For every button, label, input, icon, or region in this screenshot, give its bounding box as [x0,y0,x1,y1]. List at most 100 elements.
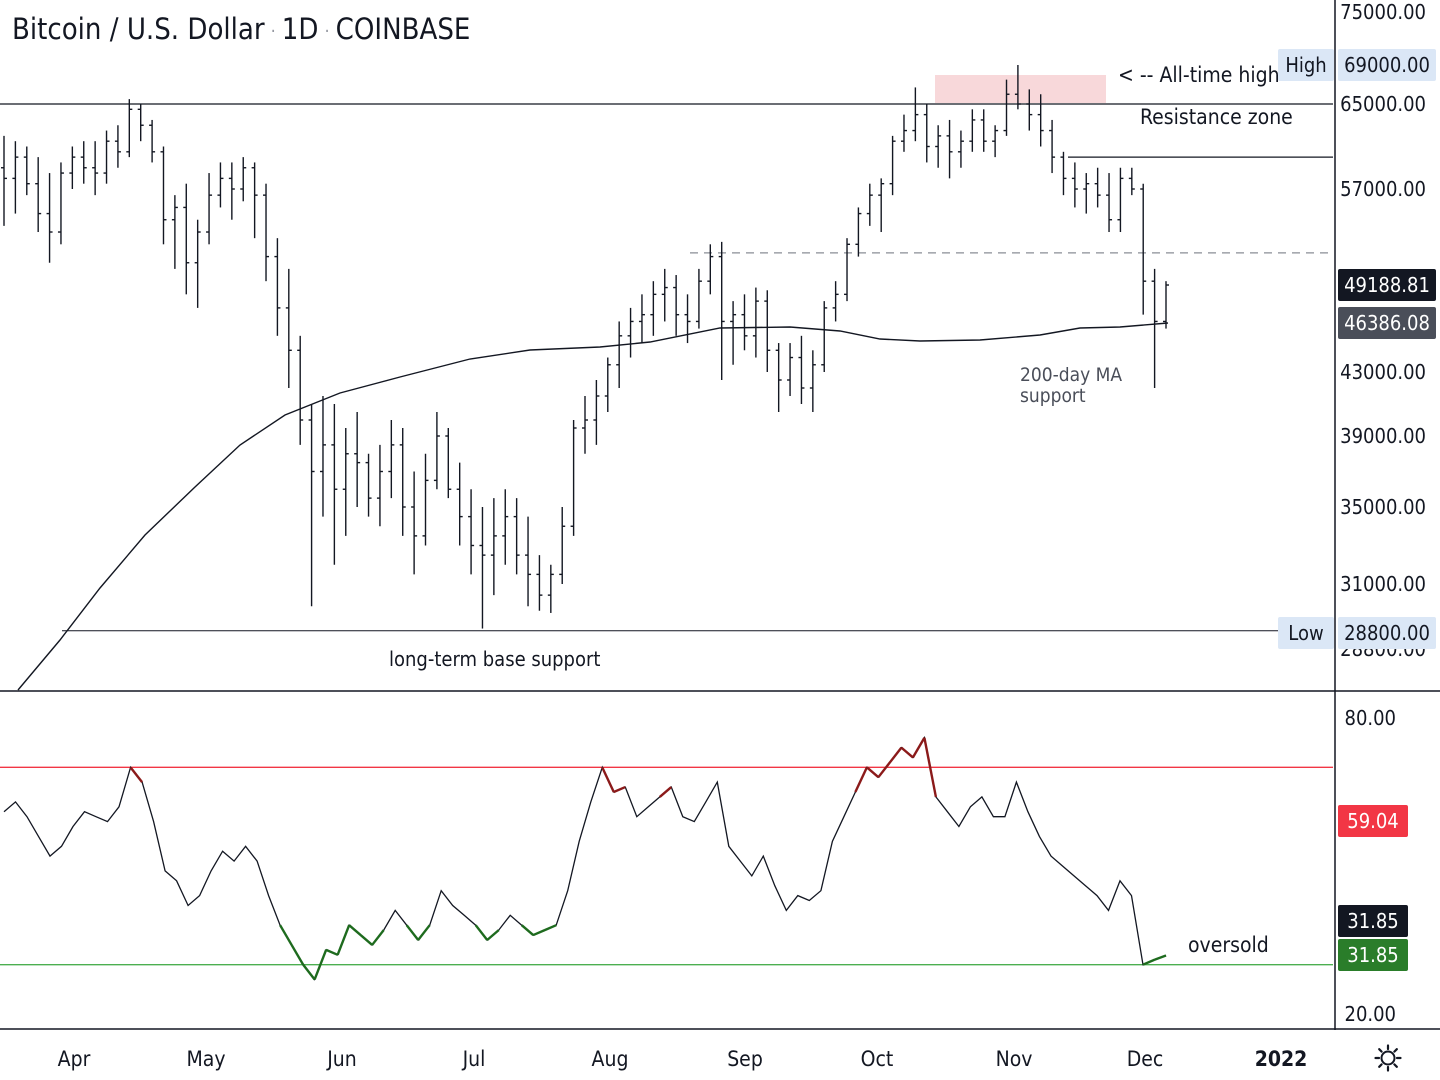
price-bar [456,462,463,546]
rsi-highlight-segment [371,929,385,946]
time-axis-label: Dec [1127,1047,1164,1071]
interval[interactable]: 1D [281,12,319,46]
price-bar [468,489,475,575]
svg-text:High: High [1285,53,1326,77]
svg-text:31.85: 31.85 [1347,943,1399,967]
price-bar [263,183,270,282]
rsi-highlight-segment [1154,954,1167,961]
price-bar [342,428,349,536]
rsi-highlight-segment [129,766,144,783]
rsi-highlight-segment [544,924,557,932]
time-axis-label: Jun [326,1047,357,1071]
rsi-line [3,735,1167,981]
price-bar [1,135,7,226]
price-bar [821,301,828,372]
price-bar [1049,119,1056,174]
rsi-highlight-segment [1142,958,1155,966]
price-bar [126,99,133,158]
price-bar [388,420,395,499]
price-bar [308,404,315,607]
price-bar [980,109,987,152]
price-bar [1003,79,1010,136]
rsi-highlight-segment [474,924,489,941]
price-bar [1071,162,1078,208]
rsi-pane [0,735,1333,981]
rsi-highlight-segment [313,949,328,980]
price-bar [923,104,930,163]
price-bar [536,555,543,611]
exchange: COINBASE [335,12,471,46]
price-bar [707,244,714,295]
rsi-highlight-segment [601,766,615,793]
price-bar [900,114,907,152]
chart-title: Bitcoin / U.S. Dollar · 1D · COINBASE [12,12,470,46]
rsi-axis-tick: 20.00 [1345,1002,1397,1026]
price-bar [92,141,99,196]
rsi-highlight-segment [486,929,500,941]
price-bar [251,162,258,239]
rsi-last-tag: 31.85 [1338,905,1408,937]
price-bar [582,396,588,454]
price-bar [183,183,190,295]
price-bar [752,287,759,358]
settings-icon[interactable] [1374,1044,1402,1072]
price-bar [35,157,42,233]
rsi-ma-tag: 59.04 [1338,805,1408,837]
price-bar [661,268,668,322]
price-axis-tick: 35000.00 [1340,495,1426,519]
price-bar [866,183,873,226]
price-bar [274,238,281,336]
ma200-line [17,322,1169,691]
price-bar [1060,151,1067,196]
price-axis-tick: 65000.00 [1340,92,1426,116]
symbol-name: Bitcoin / U.S. Dollar [12,12,265,46]
time-axis-label: Sep [727,1047,763,1071]
price-bar [627,307,634,358]
price-bar [331,404,338,565]
resistance-zone-box [935,75,1106,103]
svg-text:49188.81: 49188.81 [1344,273,1430,297]
price-bar [217,162,224,208]
price-bar [730,301,737,365]
price-bar [12,141,19,214]
price-bar [741,294,748,351]
time-axis-label: Apr [58,1047,91,1071]
svg-text:31.85: 31.85 [1347,909,1399,933]
price-axis-tick: 39000.00 [1340,424,1426,448]
price-bar [1094,167,1101,208]
axes [0,0,1440,1030]
price-bar [1037,94,1044,147]
price-bar [1083,173,1090,214]
price-bar [969,109,976,152]
svg-text:28800.00: 28800.00 [1344,621,1430,645]
base-support-annotation: long-term base support [389,647,600,671]
ath-annotation: < -- All-time high [1118,63,1280,87]
rsi-highlight-segment [923,737,938,798]
price-bar [137,104,144,142]
rsi-highlight-segment [405,924,420,941]
price-bar [354,412,361,507]
price-bars [1,65,1169,629]
rsi-highlight-segment [290,944,305,966]
price-axis-tick: 75000.00 [1340,0,1426,24]
price-bar [547,564,554,613]
price-bar [957,130,964,168]
rsi-highlight-segment [659,786,673,798]
time-axis-label: Nov [996,1047,1033,1071]
price-bar [616,321,623,388]
price-bar [650,281,657,336]
rsi-highlight-segment [900,746,914,759]
resistance-annotation: Resistance zone [1140,105,1293,129]
price-bar [228,162,235,220]
price-bar [240,157,247,202]
price-bar [809,350,816,412]
price-bar [1014,65,1021,110]
rsi-highlight-segment [854,766,868,793]
price-bar [513,498,520,575]
price-axis-labels: 75000.00 65000.00 57000.00 43000.00 39000.00… [1340,0,1426,1026]
price-bar [160,146,167,245]
price-bar [1163,281,1169,329]
title-separator-1: · [270,20,276,42]
price-bar [479,507,486,629]
